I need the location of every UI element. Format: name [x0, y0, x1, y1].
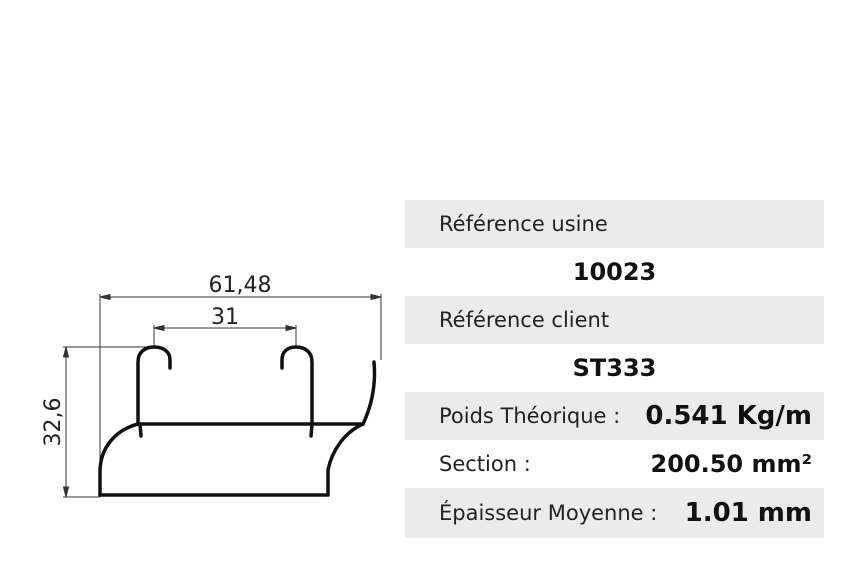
ref-client-label: Référence client — [439, 308, 610, 332]
dimension-inner: 31 — [211, 305, 239, 330]
ref-usine-value: 10023 — [572, 258, 657, 286]
ref-client-row: Référence client — [405, 296, 824, 344]
ref-client-value: ST333 — [572, 354, 657, 382]
poids-label: Poids Théorique : — [439, 404, 621, 428]
ref-usine-value-row: 10023 — [405, 248, 824, 296]
profile-outline — [98, 345, 377, 497]
section-label: Section : — [439, 452, 531, 476]
section-row: Section : 200.50 mm² — [405, 440, 824, 488]
ref-client-value-row: ST333 — [405, 344, 824, 392]
epaisseur-value: 1.01 mm — [684, 498, 812, 528]
ref-usine-row: Référence usine — [405, 200, 824, 248]
profile-drawing: 61,48 31 32,6 — [41, 273, 382, 498]
dimension-height: 32,6 — [41, 398, 66, 447]
dimension-lines — [62, 293, 382, 498]
ref-usine-label: Référence usine — [439, 212, 608, 236]
epaisseur-row: Épaisseur Moyenne : 1.01 mm — [405, 488, 824, 538]
epaisseur-label: Épaisseur Moyenne : — [439, 501, 658, 525]
section-value: 200.50 mm² — [650, 450, 813, 478]
dimension-width: 61,48 — [209, 273, 272, 298]
poids-value: 0.541 Kg/m — [645, 401, 812, 431]
poids-row: Poids Théorique : 0.541 Kg/m — [405, 392, 824, 440]
